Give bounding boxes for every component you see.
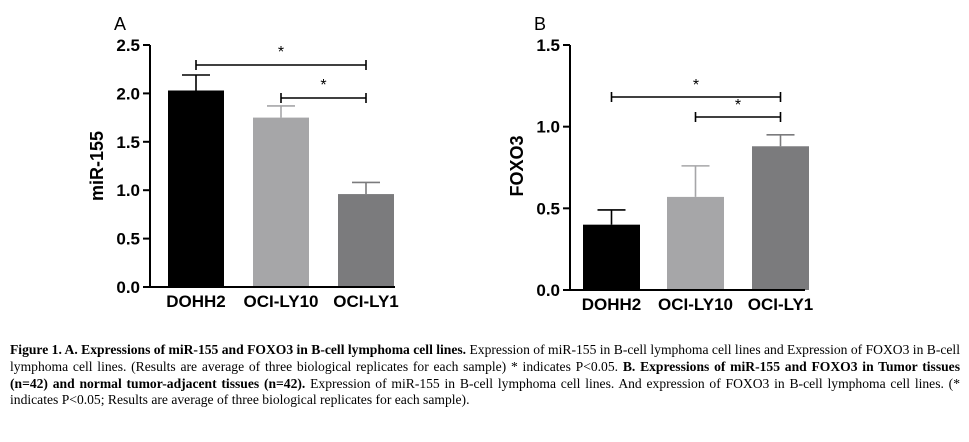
y-tick-label: 0.0 [536, 281, 560, 300]
x-tick-label: DOHH2 [582, 295, 642, 314]
bar-oci-ly1 [338, 194, 394, 287]
panel-label: B [534, 14, 546, 34]
panel-label: A [114, 14, 126, 34]
y-axis-title: FOXO3 [507, 135, 527, 196]
caption-title-b: B. Expressions of miR-155 and FOXO3 in T… [10, 358, 960, 391]
x-tick-label: OCI-LY1 [748, 295, 814, 314]
caption-title-a: Figure 1. A. Expressions of miR-155 and … [10, 342, 467, 357]
bar-dohh2 [168, 90, 224, 287]
figure-caption: Figure 1. A. Expressions of miR-155 and … [10, 342, 960, 409]
y-tick-label: 0.5 [536, 199, 560, 218]
significance-star: * [735, 97, 741, 114]
bar-oci-ly10 [253, 117, 309, 287]
x-tick-label: OCI-LY1 [333, 292, 399, 311]
y-tick-label: 2.0 [116, 84, 140, 103]
y-tick-label: 1.0 [116, 181, 140, 200]
caption-text-b: Expression of miR-155 in B-cell lymphoma… [10, 375, 961, 408]
bar-oci-ly1 [752, 146, 809, 290]
y-tick-label: 0.5 [116, 230, 140, 249]
y-tick-label: 0.0 [116, 278, 140, 297]
y-tick-label: 1.0 [536, 118, 560, 137]
caption-text-a: Expression of miR-155 in B-cell lymphoma… [10, 342, 960, 374]
bar-dohh2 [583, 224, 640, 290]
chart-b-foxo3: B FOXO3 0.0 0.5 1.0 1.5 DOHH2 OCI-LY10 OCI-LY1 * * [507, 14, 814, 314]
x-tick-label: DOHH2 [166, 292, 226, 311]
y-axis-title: miR-155 [87, 131, 107, 201]
significance-star: * [320, 77, 326, 94]
bar-oci-ly10 [667, 196, 724, 290]
y-tick-label: 1.5 [536, 36, 560, 55]
y-tick-label: 2.5 [116, 36, 140, 55]
significance-star: * [278, 44, 284, 61]
x-tick-label: OCI-LY10 [658, 295, 733, 314]
x-tick-label: OCI-LY10 [244, 292, 319, 311]
significance-star: * [693, 77, 699, 94]
y-tick-label: 1.5 [116, 133, 140, 152]
